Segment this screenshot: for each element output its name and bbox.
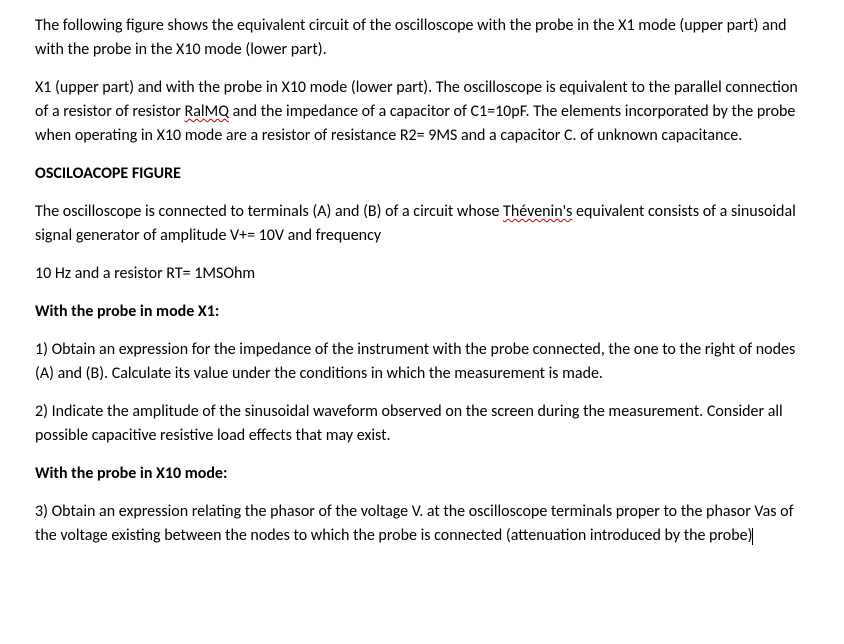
paragraph-description: X1 (upper part) and with the probe in X1… (35, 76, 809, 148)
question-2: 2) Indicate the amplitude of the sinusoi… (35, 400, 809, 448)
question-3: 3) Obtain an expression relating the pha… (35, 500, 809, 548)
heading-mode-x1: With the probe in mode X1: (35, 300, 809, 324)
question-1: 1) Obtain an expression for the impedanc… (35, 338, 809, 386)
heading-figure: OSCILOACOPE FIGURE (35, 162, 809, 186)
spellcheck-error[interactable]: Thévenin's (503, 202, 572, 221)
text-cursor (752, 526, 753, 545)
paragraph-intro: The following figure shows the equivalen… (35, 14, 809, 62)
text-run: 3) Obtain an expression relating the pha… (35, 502, 793, 545)
paragraph-freq-resistor: 10 Hz and a resistor RT= 1MSOhm (35, 262, 809, 286)
paragraph-thevenin: The oscilloscope is connected to termina… (35, 200, 809, 248)
heading-mode-x10: With the probe in X10 mode: (35, 462, 809, 486)
spellcheck-error[interactable]: RalMQ (185, 102, 229, 121)
text-run: The oscilloscope is connected to termina… (35, 202, 503, 221)
